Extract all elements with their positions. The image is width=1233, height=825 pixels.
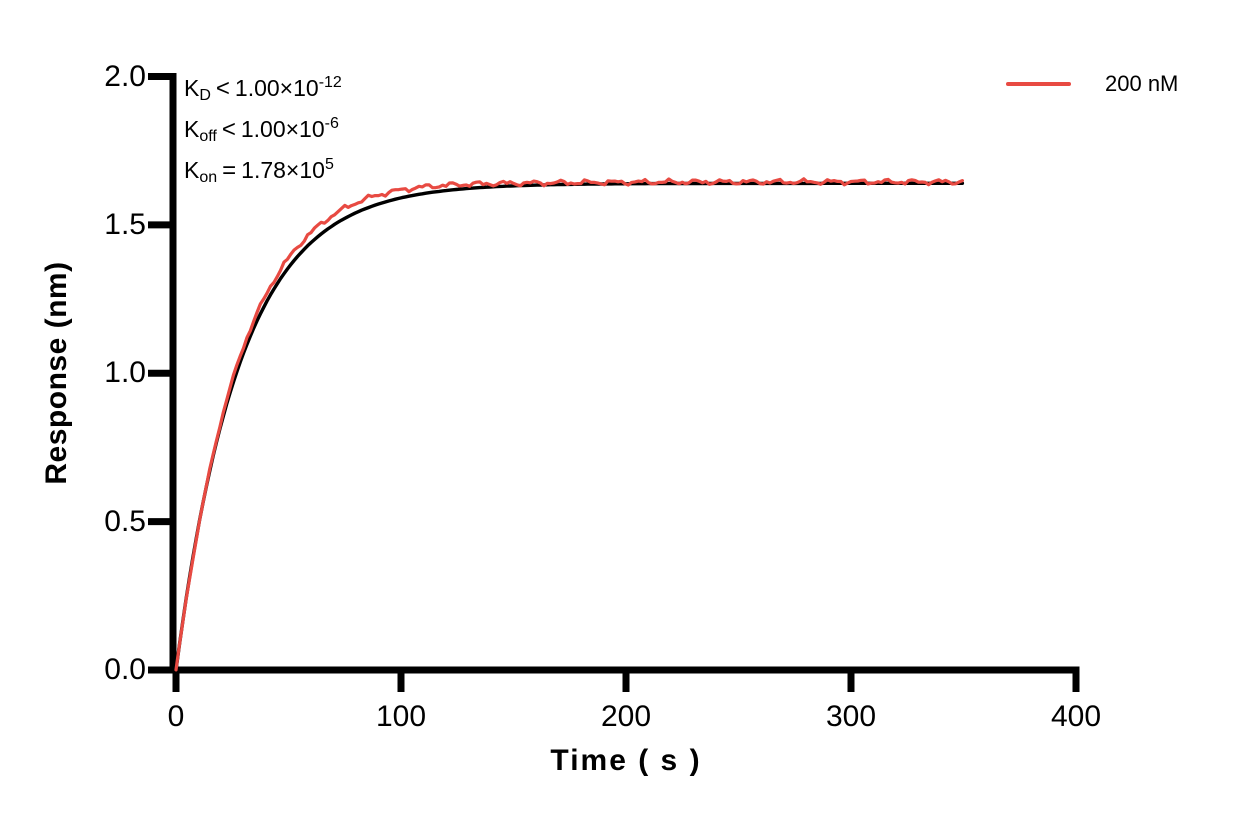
koff-annotation: Koff <1.00×10-6 — [184, 109, 342, 150]
legend: 200 nM — [1006, 66, 1178, 102]
kon-operator: = — [222, 157, 237, 184]
kd-operator: < — [215, 75, 230, 102]
kon-subscript: on — [199, 169, 218, 186]
kd-subscript: D — [199, 87, 211, 104]
koff-mantissa: 1.00×10 — [240, 116, 325, 142]
kon-exponent: 5 — [324, 156, 334, 173]
kd-exponent: -12 — [318, 74, 342, 91]
kon-mantissa: 1.78×10 — [241, 157, 325, 183]
koff-subscript: off — [199, 128, 217, 145]
y-tick-label: 1.0 — [104, 356, 146, 390]
kd-annotation: KD <1.00×10-12 — [184, 68, 342, 109]
y-tick-label: 0.5 — [104, 504, 146, 538]
axes — [148, 73, 1080, 692]
koff-exponent: -6 — [324, 115, 339, 132]
x-tick-label: 400 — [1050, 700, 1102, 733]
y-tick-label: 2.0 — [104, 59, 146, 93]
series-lines — [174, 177, 965, 672]
kd-mantissa: 1.00×10 — [234, 75, 319, 101]
x-tick-label: 300 — [825, 700, 877, 733]
kd-symbol: K — [184, 75, 200, 101]
legend-line-swatch — [1006, 82, 1071, 86]
x-tick-label: 200 — [600, 700, 652, 733]
legend-label: 200 nM — [1105, 71, 1179, 96]
x-axis-title: Time ( s ) — [550, 744, 702, 777]
kinetics-annotations: KD <1.00×10-12 Koff <1.00×10-6 Kon = 1.78×10… — [184, 68, 342, 191]
koff-operator: < — [221, 116, 236, 143]
kon-symbol: K — [184, 157, 200, 183]
y-tick-label: 1.5 — [104, 207, 146, 241]
x-tick-label: 100 — [375, 700, 427, 733]
y-tick-label: 0.0 — [104, 653, 146, 686]
x-tick-label: 0 — [167, 700, 185, 733]
koff-symbol: K — [184, 116, 200, 142]
fit-curve — [174, 181, 965, 672]
kon-annotation: Kon = 1.78×105 — [184, 150, 342, 191]
data-curve-200nM — [174, 177, 964, 672]
